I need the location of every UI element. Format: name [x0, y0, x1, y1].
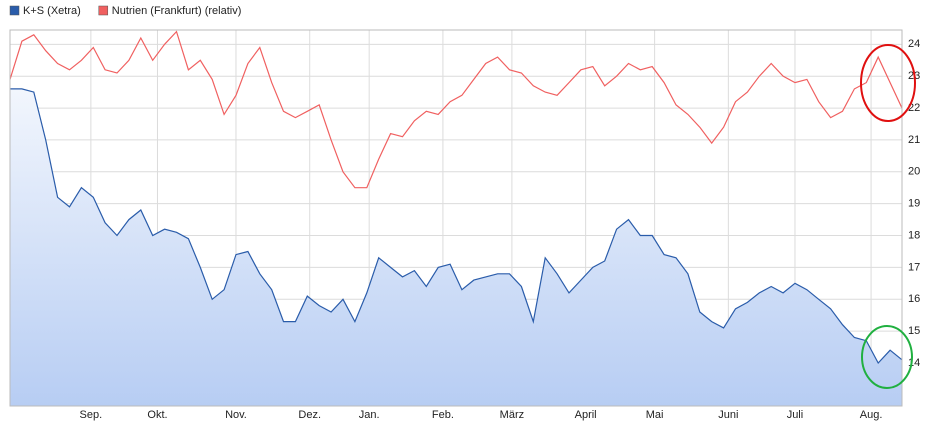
legend: K+S (Xetra) Nutrien (Frankfurt) (relativ) [9, 5, 242, 17]
x-tick-label: Nov. [225, 409, 247, 421]
area [10, 88, 902, 407]
x-tick-label: Juni [718, 409, 738, 421]
x-tick-label: Okt. [147, 409, 167, 421]
legend-swatch [98, 5, 109, 16]
y-tick-label: 20 [908, 166, 920, 178]
x-tick-label: März [500, 409, 524, 421]
x-tick-label: Aug. [860, 409, 883, 421]
x-tick-label: April [575, 409, 597, 421]
y-tick-label: 18 [908, 229, 920, 241]
y-tick-label: 21 [908, 134, 920, 146]
line [10, 88, 903, 365]
line [9, 30, 903, 189]
y-tick-label: 16 [908, 293, 920, 305]
plot [9, 30, 903, 407]
x-tick-label: Dez. [298, 409, 321, 421]
x-tick-label: Juli [787, 409, 804, 421]
x-tick-label: Jan. [359, 409, 380, 421]
highlight-circle [860, 44, 916, 122]
legend-label: Nutrien (Frankfurt) (relativ) [112, 5, 242, 17]
legend-label: K+S (Xetra) [23, 5, 81, 17]
x-tick-label: Feb. [432, 409, 454, 421]
x-tick-label: Mai [646, 409, 664, 421]
y-tick-label: 19 [908, 198, 920, 210]
x-tick-label: Sep. [80, 409, 103, 421]
y-tick-label: 17 [908, 261, 920, 273]
y-tick-label: 24 [908, 38, 920, 50]
y-tick-label: 15 [908, 325, 920, 337]
legend-swatch [9, 5, 20, 16]
highlight-circle [861, 325, 913, 389]
plot-frame [9, 29, 903, 407]
